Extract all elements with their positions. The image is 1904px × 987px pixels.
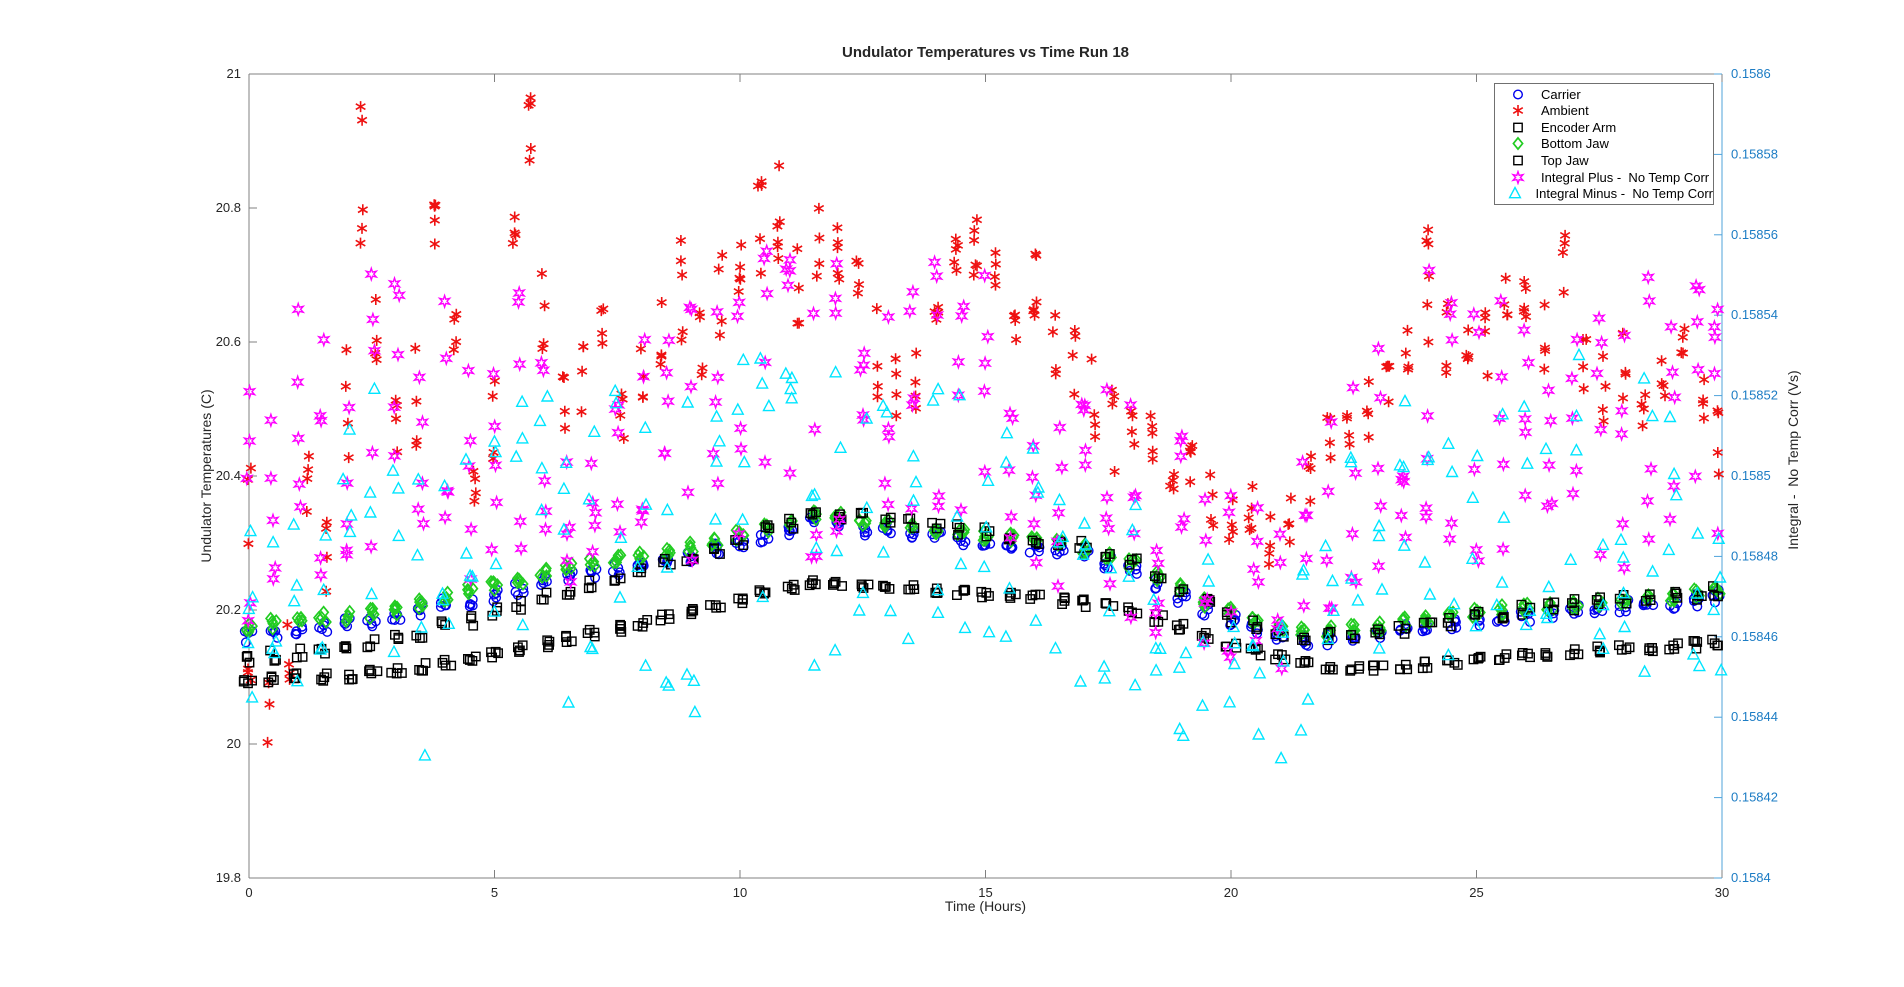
series-encoder-arm xyxy=(238,575,1723,689)
svg-text:20.6: 20.6 xyxy=(216,334,241,349)
svg-text:20.8: 20.8 xyxy=(216,200,241,215)
diamond-icon xyxy=(1495,136,1541,151)
x-axis-label: Time (Hours) xyxy=(944,898,1027,914)
svg-text:5: 5 xyxy=(491,885,498,900)
svg-text:0.15842: 0.15842 xyxy=(1731,790,1778,805)
series-integral-minus xyxy=(241,347,1728,764)
legend-label-top-jaw: Top Jaw xyxy=(1541,153,1589,169)
svg-text:0.1585: 0.1585 xyxy=(1731,468,1771,483)
svg-text:0.15856: 0.15856 xyxy=(1731,227,1778,242)
svg-text:0.1584: 0.1584 xyxy=(1731,870,1771,885)
hexagram-icon xyxy=(1495,169,1541,185)
legend-label-bottom-jaw: Bottom Jaw xyxy=(1541,136,1609,152)
svg-text:0.15852: 0.15852 xyxy=(1731,388,1778,403)
svg-text:15: 15 xyxy=(978,885,992,900)
svg-text:20.4: 20.4 xyxy=(216,468,241,483)
asterisk-icon xyxy=(1495,103,1541,118)
series-integral-plus xyxy=(239,243,1725,677)
circle-icon xyxy=(1495,87,1541,102)
chart-title: Undulator Temperatures vs Time Run 18 xyxy=(841,44,1130,61)
legend-label-encoder-arm: Encoder Arm xyxy=(1541,119,1617,135)
svg-text:25: 25 xyxy=(1469,885,1483,900)
legend-row-bottom-jaw: Bottom Jaw xyxy=(1495,136,1713,152)
x-tick-labels: 0 5 10 15 20 25 30 xyxy=(245,885,1729,900)
svg-text:0.15858: 0.15858 xyxy=(1731,146,1778,161)
legend-label-integral-minus: Integral Minus - No Temp Corr xyxy=(1535,186,1714,202)
axis-ticks xyxy=(248,73,1723,879)
legend-row-integral-minus: Integral Minus - No Temp Corr xyxy=(1495,186,1713,202)
svg-text:30: 30 xyxy=(1715,885,1729,900)
svg-text:20: 20 xyxy=(227,736,241,751)
legend-row-carrier: Carrier xyxy=(1495,86,1713,102)
svg-text:0.15854: 0.15854 xyxy=(1731,307,1778,322)
svg-text:0.15844: 0.15844 xyxy=(1731,709,1778,724)
legend-row-integral-plus: Integral Plus - No Temp Corr xyxy=(1495,169,1713,185)
svg-text:0.1586: 0.1586 xyxy=(1731,66,1771,81)
svg-text:0.15846: 0.15846 xyxy=(1731,629,1778,644)
triangle-icon xyxy=(1495,186,1536,201)
legend-row-encoder-arm: Encoder Arm xyxy=(1495,119,1713,135)
svg-text:21: 21 xyxy=(227,66,241,81)
legend-row-top-jaw: Top Jaw xyxy=(1495,153,1713,169)
svg-text:19.8: 19.8 xyxy=(216,870,241,885)
square-icon xyxy=(1495,120,1541,135)
square-icon xyxy=(1495,153,1541,168)
legend-label-ambient: Ambient xyxy=(1541,103,1589,119)
svg-text:20.2: 20.2 xyxy=(216,602,241,617)
y-axis-left-label: Undulator Temperatures (C) xyxy=(198,389,214,563)
svg-text:20: 20 xyxy=(1224,885,1238,900)
y-left-tick-labels: 19.8 20 20.2 20.4 20.6 20.8 21 xyxy=(216,66,241,885)
svg-text:10: 10 xyxy=(733,885,747,900)
svg-text:0: 0 xyxy=(245,885,252,900)
legend-label-carrier: Carrier xyxy=(1541,86,1581,102)
y-axis-right-label: Integral - No Temp Corr (Vs) xyxy=(1785,370,1801,550)
legend-row-ambient: Ambient xyxy=(1495,103,1713,119)
legend-label-integral-plus: Integral Plus - No Temp Corr xyxy=(1541,169,1710,185)
svg-text:0.15848: 0.15848 xyxy=(1731,548,1778,563)
legend: Carrier Ambient Encoder Arm Bottom Jaw Top J… xyxy=(1494,83,1714,205)
y-right-tick-labels: 0.1584 0.15842 0.15844 0.15846 0.15848 0.1585… xyxy=(1731,66,1778,885)
